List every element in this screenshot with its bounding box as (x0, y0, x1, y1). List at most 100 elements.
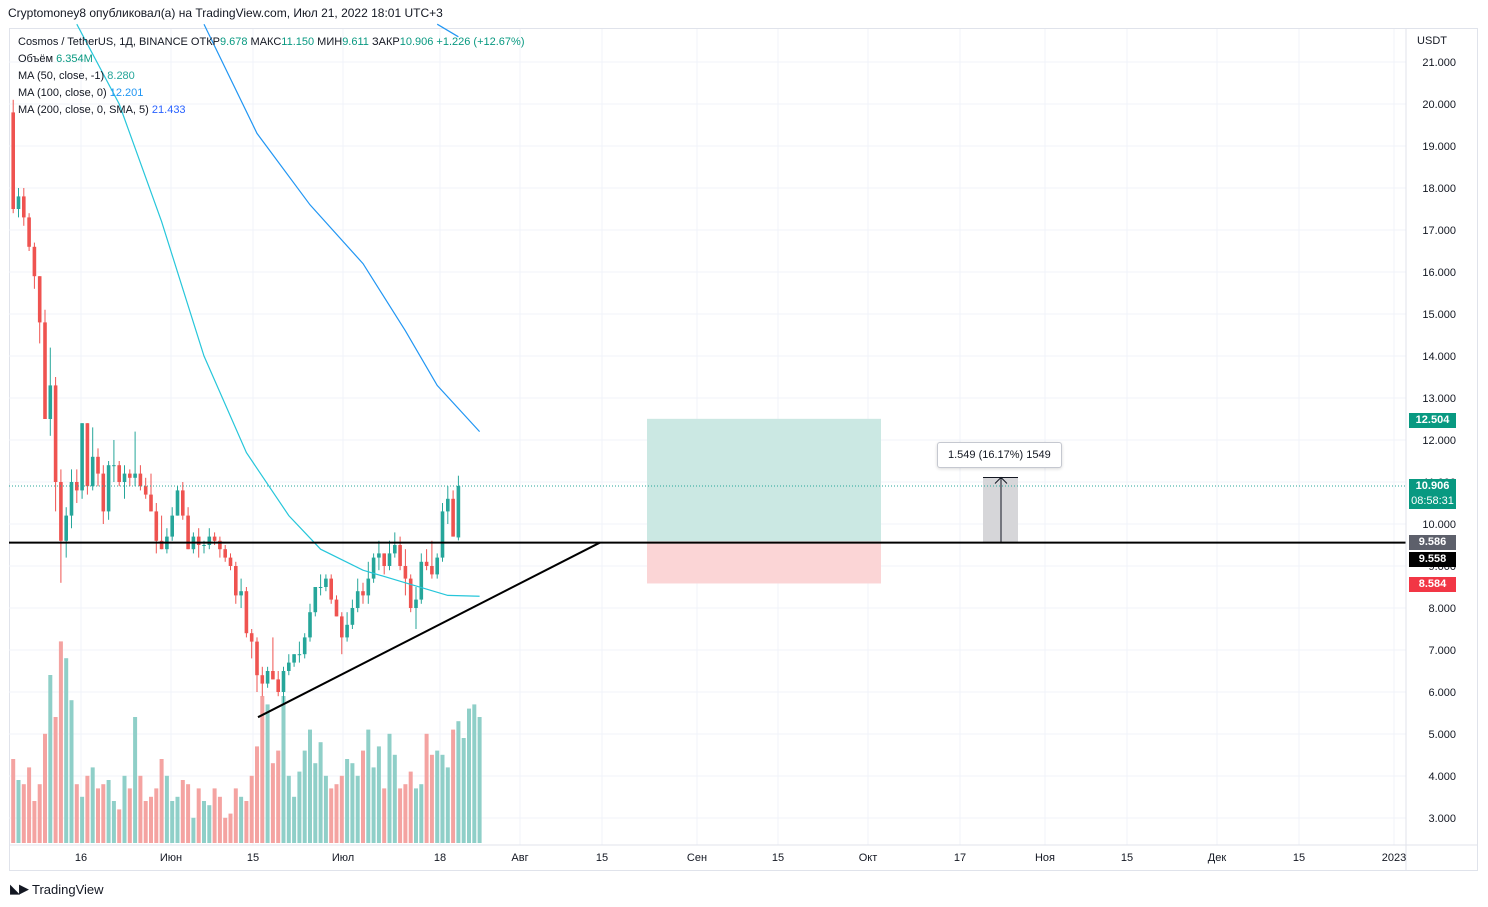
candle-body (75, 482, 79, 491)
ma100-value: 12.201 (109, 87, 144, 99)
y-tick-label: 12.000 (1422, 435, 1456, 447)
candle-body (393, 545, 397, 554)
volume-bar (376, 746, 381, 843)
volume-bar (233, 788, 238, 843)
candle-body (403, 566, 408, 579)
volume-bar (111, 801, 116, 843)
x-tick-label: Сен (687, 852, 707, 864)
candle-body (302, 637, 307, 655)
legend-ma200-row: MA (200, close, 0, SMA, 5) 21.433 (18, 102, 525, 119)
volume-bar (11, 759, 16, 843)
x-tick-label: 15 (596, 852, 608, 864)
x-tick-label: Июн (160, 852, 182, 864)
chart-legend: Cosmos / TetherUS, 1Д, BINANCE ОТКР9.678… (18, 34, 525, 119)
volume-bar (90, 767, 95, 843)
candle-body (340, 616, 344, 638)
legend-ma50-row: MA (50, close, -1) 8.280 (18, 68, 525, 85)
candle-body (143, 486, 148, 495)
candle-body (186, 515, 190, 550)
candle-body (239, 591, 243, 596)
x-tick-label: Окт (859, 852, 878, 864)
volume-bar (228, 813, 233, 843)
volume-bar (392, 754, 397, 843)
candle-body (69, 482, 74, 516)
trendline (257, 541, 601, 719)
y-tick-label: 14.000 (1422, 351, 1456, 363)
low-label: МИН (317, 36, 343, 48)
candle-body (361, 591, 365, 596)
y-tick-label: 18.000 (1422, 183, 1456, 195)
volume-bar (85, 775, 90, 843)
volume-bar (408, 771, 413, 843)
publisher-caption: Cryptomoney8 опубликовал(а) на TradingVi… (8, 6, 443, 20)
volume-bar (276, 750, 281, 843)
volume-bar (318, 742, 323, 843)
candle-body (181, 490, 185, 516)
high-value: 11.150 (281, 36, 315, 48)
candle-body (440, 511, 445, 558)
volume-bar (419, 784, 424, 843)
volume-bar (143, 801, 148, 843)
low-value: 9.611 (342, 36, 369, 48)
volume-bar (180, 780, 185, 843)
volume-bar (313, 763, 318, 843)
footer-brand: TradingView (32, 881, 104, 897)
volume-bar (323, 775, 328, 843)
y-tick-label: 19.000 (1422, 141, 1456, 153)
candle-body (218, 540, 222, 550)
candle-body (154, 511, 159, 541)
candle-body (101, 473, 106, 512)
volume-bar (58, 641, 63, 843)
ma50-label: MA (50, close, -1) (18, 70, 105, 82)
volume-bar (445, 767, 450, 843)
position-zones (647, 418, 1018, 584)
volume-bar (186, 784, 191, 843)
volume-label: Объём (18, 53, 54, 65)
volume-bar (212, 788, 217, 843)
candle-body (53, 385, 58, 482)
footer: ◣▶ TradingView (10, 881, 104, 897)
y-tick-label: 7.000 (1428, 645, 1456, 657)
volume-bar (80, 796, 85, 843)
candle-body (456, 485, 461, 538)
candle-body (16, 196, 21, 209)
candle-body (202, 545, 206, 546)
countdown-value: 08:58:31 (1411, 495, 1454, 507)
ma100-line (203, 23, 481, 433)
candle-body (138, 473, 143, 487)
close-value: 10.906 (399, 36, 434, 48)
volume-bar (286, 775, 291, 843)
x-tick-label: 15 (247, 852, 259, 864)
volume-bar (355, 775, 360, 843)
candle-body (112, 465, 116, 467)
y-tick-label: 21.000 (1422, 57, 1456, 69)
candle-body (64, 515, 68, 541)
volume-bar (106, 780, 111, 843)
moving-averages (76, 23, 481, 597)
volume-bar (371, 767, 376, 843)
candle-body (27, 217, 31, 247)
x-tick-label: 17 (954, 852, 966, 864)
candle-body (234, 566, 238, 596)
candle-body (276, 679, 280, 692)
candle-body (350, 608, 355, 625)
candle-body (398, 545, 402, 566)
ma50-line (76, 23, 480, 597)
volume-bar (37, 784, 42, 843)
candle-body (430, 566, 434, 575)
x-tick-label: 15 (1293, 852, 1305, 864)
candle-body (159, 540, 164, 550)
candle-body (22, 196, 26, 218)
x-tick-label: 15 (1121, 852, 1133, 864)
candle-body (212, 536, 217, 541)
volume-bar (96, 788, 100, 843)
measure-label: 1.549 (16.17%) 1549 (937, 442, 1062, 468)
y-tick-label: 6.000 (1428, 687, 1456, 699)
volume-bar (265, 704, 270, 843)
volume-bar (366, 729, 371, 843)
candle-body (80, 423, 84, 491)
candle-body (196, 536, 201, 545)
candle-body (117, 465, 121, 482)
volume-bar (53, 717, 58, 843)
